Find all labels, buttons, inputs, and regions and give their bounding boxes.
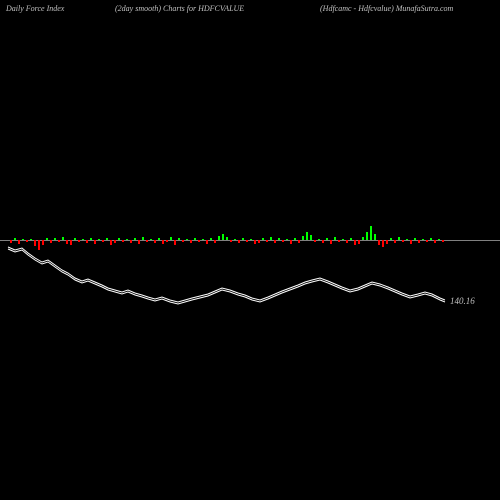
chart-area: 140.16: [0, 0, 500, 500]
price-value-label: 140.16: [450, 296, 475, 306]
price-line-chart: [0, 0, 500, 500]
price-path: [8, 247, 445, 302]
